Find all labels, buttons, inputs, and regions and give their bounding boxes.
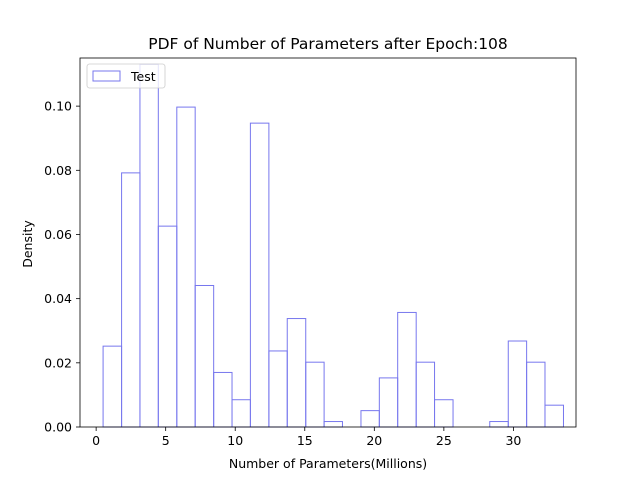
x-axis-label: Number of Parameters(Millions) <box>229 456 427 471</box>
histogram-bin <box>434 399 454 428</box>
x-tick-label: 15 <box>297 433 313 448</box>
x-tick-label: 10 <box>227 433 243 448</box>
histogram-bin <box>231 399 251 428</box>
histogram-bin <box>213 371 233 428</box>
histogram-bin <box>489 421 509 428</box>
x-tick-label: 25 <box>436 433 452 448</box>
histogram-bin <box>397 311 417 428</box>
legend-entry-label: Test <box>130 69 156 84</box>
y-tick-label: 0.02 <box>44 355 72 370</box>
histogram-bin <box>415 361 436 428</box>
x-tick-label: 5 <box>162 433 170 448</box>
histogram-bin <box>157 225 178 428</box>
y-axis: 0.00 0.02 0.04 0.06 0.08 0.10 <box>44 99 80 435</box>
histogram-bin <box>360 410 380 428</box>
legend-box <box>86 63 166 89</box>
histogram-bin <box>176 106 196 428</box>
histogram-bin <box>139 63 159 428</box>
histogram-bin <box>507 340 528 428</box>
histogram-bin <box>102 345 123 428</box>
x-axis: 0 5 10 15 20 25 30 <box>92 427 521 448</box>
x-tick-label: 0 <box>92 433 100 448</box>
histogram-bin <box>268 350 288 428</box>
histogram-bin <box>249 122 270 428</box>
histogram-bin <box>286 318 307 428</box>
y-tick-label: 0.00 <box>44 420 72 435</box>
chart-title: PDF of Number of Parameters after Epoch:… <box>148 35 508 53</box>
histogram-bin <box>323 421 343 428</box>
plot-frame <box>79 57 577 428</box>
histogram-bin <box>121 172 141 428</box>
y-tick-label: 0.06 <box>44 227 72 242</box>
y-tick-label: 0.08 <box>44 163 72 178</box>
histogram-bin <box>305 361 325 428</box>
bars-layer <box>102 63 564 428</box>
x-tick-label: 30 <box>505 433 521 448</box>
legend-swatch <box>92 70 121 82</box>
y-tick-label: 0.10 <box>44 99 72 114</box>
y-tick-label: 0.04 <box>44 291 72 306</box>
x-tick-label: 20 <box>366 433 382 448</box>
histogram-bin <box>194 284 215 428</box>
histogram-bin <box>526 361 546 428</box>
histogram-bin <box>378 377 399 428</box>
legend: Test <box>86 63 166 89</box>
y-axis-label: Density <box>20 220 35 268</box>
histogram-bin <box>544 404 564 428</box>
